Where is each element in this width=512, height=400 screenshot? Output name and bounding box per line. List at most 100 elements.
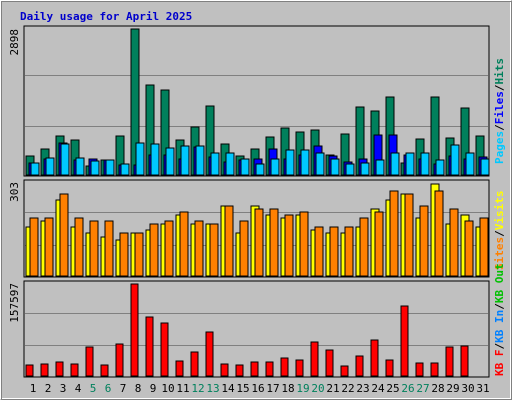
bar-pages-day-9 [150,143,160,176]
bar-sites-day-4 [74,217,84,277]
bar-kb-f-day-20 [310,341,319,377]
day-label-6: 6 [105,382,112,395]
bar-pages-day-24 [375,159,385,176]
day-label-18: 18 [281,382,294,395]
bar-kb-f-day-13 [205,331,214,377]
day-label-10: 10 [161,382,174,395]
legend-sep-2: / [493,84,506,91]
bar-sites-day-13 [209,223,219,277]
day-label-7: 7 [120,382,127,395]
bar-sites-day-2 [44,217,54,277]
bar-sites-day-18 [284,214,294,277]
bar-kb-f-day-9 [145,316,154,377]
bar-sites-day-15 [239,220,249,277]
bar-kb-f-day-5 [85,346,94,377]
bar-pages-day-11 [180,145,190,176]
bar-pages-day-26 [405,152,415,176]
legend-sites: Sites [493,237,506,270]
day-label-11: 11 [176,382,189,395]
day-label-21: 21 [326,382,339,395]
bar-kb-f-day-3 [55,361,64,377]
bar-kb-f-day-8 [130,283,139,377]
day-label-1: 1 [30,382,37,395]
day-label-22: 22 [341,382,354,395]
chart-title: Daily usage for April 2025 [20,10,192,23]
day-label-20: 20 [311,382,324,395]
bottom-panel-bars [25,283,469,377]
day-label-16: 16 [251,382,264,395]
legend-sep-3: / [493,230,506,237]
bar-sites-day-16 [254,208,264,277]
bar-kb-f-day-19 [295,359,304,377]
bar-kb-f-day-30 [460,345,469,377]
bar-sites-day-30 [464,220,474,277]
bar-sites-day-8 [134,232,144,277]
legend-visits: Visits [493,191,506,231]
top-legend: Pages/Files/Hits [493,58,506,164]
bar-pages-day-31 [480,158,490,176]
bar-kb-f-day-12 [190,351,199,377]
bar-pages-day-20 [315,152,325,176]
bar-pages-day-17 [270,158,280,176]
bar-sites-day-23 [359,217,369,277]
bar-sites-day-5 [89,220,99,277]
bar-kb-f-day-2 [40,363,49,377]
bottom-max-label: 157597 [8,283,21,323]
bar-kb-f-day-1 [25,364,34,377]
bar-kb-f-day-22 [340,365,349,377]
bar-kb-f-day-26 [400,305,409,377]
bar-pages-day-27 [420,152,430,176]
bar-sites-day-27 [419,205,429,277]
day-label-31: 31 [476,382,489,395]
bar-pages-day-19 [300,149,310,176]
day-label-8: 8 [135,382,142,395]
bar-kb-f-day-24 [370,339,379,377]
legend-hits: Hits [493,58,506,85]
bar-kb-f-day-23 [355,355,364,377]
bar-sites-day-11 [179,211,189,277]
legend-pages: Pages [493,131,506,164]
day-label-27: 27 [416,382,429,395]
bar-kb-f-day-29 [445,346,454,377]
bar-pages-day-5 [90,160,100,176]
bar-pages-day-23 [360,162,370,176]
bar-sites-day-9 [149,223,159,277]
bar-sites-day-14 [224,205,234,277]
bar-sites-day-25 [389,190,399,277]
bar-pages-day-12 [195,145,205,176]
day-label-9: 9 [150,382,157,395]
bar-kb-f-day-11 [175,360,184,377]
bar-sites-day-6 [104,220,114,277]
day-label-4: 4 [75,382,82,395]
day-label-14: 14 [221,382,235,395]
bar-pages-day-18 [285,149,295,176]
bar-kb-f-day-4 [70,363,79,377]
day-label-23: 23 [356,382,369,395]
bar-sites-day-21 [329,226,339,277]
bar-pages-day-6 [105,159,115,176]
bar-pages-day-14 [225,152,235,176]
top-max-label: 2898 [8,29,21,56]
day-label-28: 28 [431,382,444,395]
day-label-29: 29 [446,382,459,395]
top-panel-bars [25,28,490,176]
bar-sites-day-7 [119,232,129,277]
bar-sites-day-20 [314,226,324,277]
day-label-3: 3 [60,382,67,395]
bar-sites-day-22 [344,226,354,277]
bar-pages-day-8 [135,142,145,176]
bar-sites-day-12 [194,220,204,277]
day-label-5: 5 [90,382,97,395]
bar-pages-day-2 [45,157,55,176]
bar-kb-f-day-27 [415,362,424,377]
bar-sites-day-19 [299,211,309,277]
day-label-17: 17 [266,382,279,395]
bar-sites-day-24 [374,211,384,277]
bar-pages-day-25 [390,152,400,176]
bar-kb-f-day-25 [385,359,394,377]
legend-kb-f: KB F [493,350,506,377]
bottom-legend: KB F/KB In/KB Out [493,263,506,376]
day-label-30: 30 [461,382,474,395]
legend-sep-1: / [493,124,506,131]
